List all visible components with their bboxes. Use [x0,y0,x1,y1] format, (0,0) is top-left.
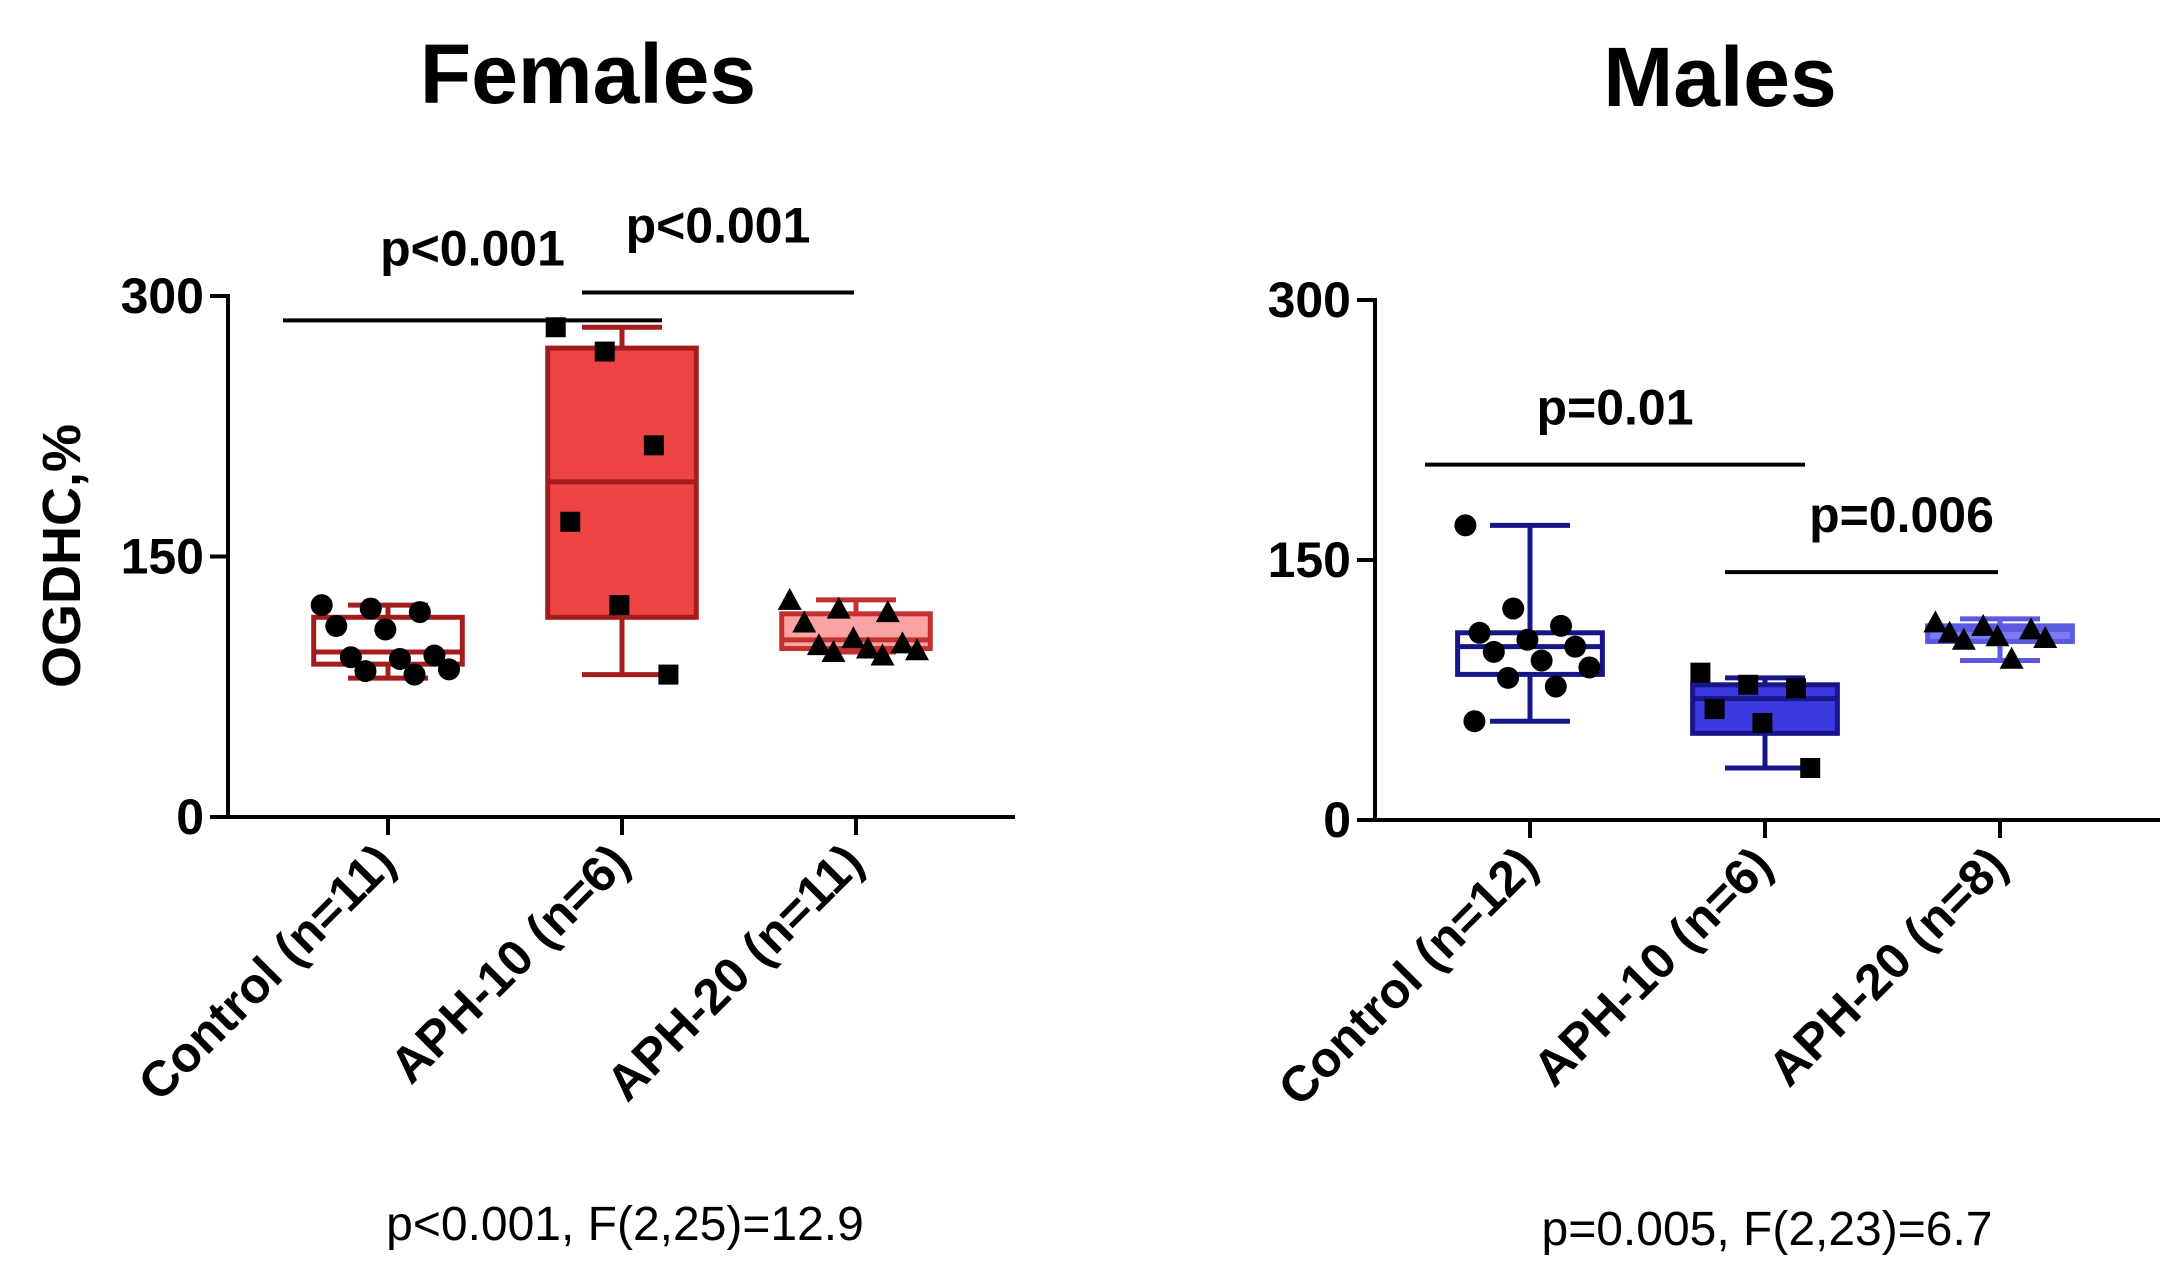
x-category-label: APH-10 (n=6) [379,833,640,1094]
data-point [594,341,615,362]
data-point [403,663,426,686]
data-point [1704,699,1725,720]
data-point [339,646,362,669]
y-tick-label: 150 [1268,532,1351,588]
data-point [1578,656,1601,679]
data-point [1985,624,2010,647]
females-panel: Females OGDHC,% 0 150 300 Control (n=11)APH-1… [32,27,1015,1251]
data-point [374,618,397,641]
data-point [1786,678,1807,699]
data-point [1497,666,1520,689]
anova-stats: p=0.005, F(2,23)=6.7 [1542,1203,1993,1256]
comparison-p-value: p<0.001 [626,198,811,254]
chart-title: Males [1603,30,1836,124]
data-point [1999,646,2024,669]
y-tick-label: 300 [1268,272,1351,328]
data-point [359,597,382,620]
data-point [354,660,377,683]
data-point [826,596,851,619]
y-tick-label: 300 [121,268,204,324]
y-axis-label: OGDHC,% [32,424,92,688]
data-point [1468,621,1491,644]
data-point [890,631,915,654]
data-point [1564,635,1587,658]
data-point [1951,627,1976,650]
data-point [643,435,664,456]
data-point [1530,649,1553,672]
data-point [841,626,866,649]
data-point [1482,640,1505,663]
data-point [437,658,460,681]
data-point [609,595,630,616]
chart-title: Females [420,27,756,121]
data-point [1937,620,1962,643]
data-point [1923,610,1948,633]
data-point [1971,613,1996,636]
y-tick-label: 150 [121,529,204,585]
data-point [658,664,679,685]
data-point [1454,514,1477,537]
y-tick-label: 0 [1323,792,1351,848]
data-point [325,614,348,637]
data-point [1544,675,1567,698]
data-point [1752,712,1773,733]
data-point [2033,626,2058,648]
data-point [821,640,846,663]
anova-stats: p<0.001, F(2,25)=12.9 [386,1198,864,1251]
males-panel: Males 0 150 300 Control (n=12)APH-10 (n=6)AP… [1268,30,2160,1256]
data-point [777,587,802,610]
comparison-p-value: p=0.01 [1536,380,1693,436]
data-point [1738,674,1759,695]
data-point [870,643,895,666]
x-category-label: Control (n=11) [128,833,406,1111]
data-point [1502,597,1525,620]
data-point [855,636,880,659]
x-category-label: Control (n=12) [1268,836,1548,1116]
data-point [1690,662,1711,683]
data-point [1516,628,1539,651]
data-point [2019,617,2044,640]
data-point [792,610,817,633]
data-point [310,594,333,617]
data-point [875,600,900,623]
y-tick-label: 0 [176,789,204,845]
data-point [1550,614,1573,637]
x-category-label: APH-10 (n=6) [1522,836,1783,1097]
data-point [408,601,431,624]
data-point [806,633,831,656]
x-category-label: APH-20 (n=8) [1757,836,2018,1097]
data-point [423,644,446,667]
data-point [560,511,581,532]
data-point [1463,710,1486,733]
data-point [1800,758,1821,778]
data-point [388,647,411,670]
data-point [904,638,929,661]
comparison-p-value: p=0.006 [1809,487,1994,543]
comparison-p-value: p<0.001 [380,220,565,276]
